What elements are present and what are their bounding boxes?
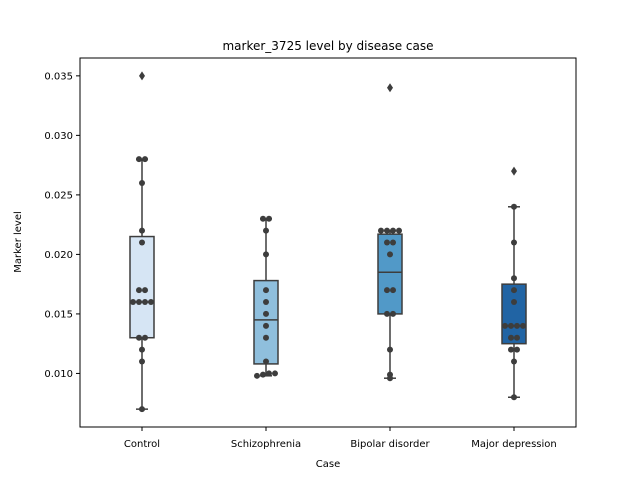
axes: 0.010 0.015 0.020 0.025 0.030 0.035 Control Sch…	[44, 71, 556, 450]
data-point	[511, 299, 517, 306]
outlier-point	[139, 71, 145, 81]
data-point	[136, 334, 142, 341]
data-point	[266, 215, 272, 222]
y-tick-label: 0.015	[44, 309, 73, 320]
data-point	[136, 156, 142, 163]
data-point	[263, 310, 269, 317]
x-axis-title: Case	[316, 459, 340, 470]
data-point	[384, 310, 390, 317]
data-point	[384, 227, 390, 234]
data-point	[139, 179, 145, 186]
data-point	[139, 406, 145, 413]
data-point	[511, 394, 517, 401]
data-point	[272, 370, 278, 377]
data-point	[390, 227, 396, 234]
data-point	[263, 227, 269, 234]
box-group	[253, 215, 279, 379]
data-point	[263, 322, 269, 329]
y-tick-label: 0.010	[44, 369, 73, 380]
data-point	[130, 299, 136, 306]
data-point	[139, 239, 145, 246]
data-point	[142, 156, 148, 163]
y-axis-title: Marker level	[13, 211, 24, 273]
data-point	[139, 227, 145, 234]
data-point	[142, 334, 148, 341]
data-point	[254, 372, 260, 379]
data-point	[263, 287, 269, 294]
data-point	[139, 346, 145, 353]
data-point	[520, 322, 526, 329]
data-point	[260, 215, 266, 222]
y-tick-label: 0.035	[44, 71, 73, 82]
plot-frame	[79, 57, 577, 428]
data-point	[511, 203, 517, 210]
box-group	[377, 83, 403, 382]
data-point	[514, 346, 520, 353]
data-point	[508, 346, 514, 353]
data-point	[514, 322, 520, 329]
y-tick-label: 0.030	[44, 131, 73, 142]
box	[501, 283, 527, 345]
x-tick-label: Major depression	[471, 439, 557, 450]
data-point	[387, 346, 393, 353]
data-point	[136, 287, 142, 294]
data-point	[511, 358, 517, 365]
data-point	[384, 239, 390, 246]
data-point	[396, 227, 402, 234]
x-tick-label: Control	[124, 439, 160, 450]
chart-title: marker_3725 level by disease case	[222, 39, 433, 53]
data-point	[263, 358, 269, 365]
data-point	[142, 299, 148, 306]
data-point	[136, 299, 142, 306]
data-point	[508, 322, 514, 329]
data-point	[263, 251, 269, 258]
data-point	[390, 287, 396, 294]
data-point	[142, 287, 148, 294]
data-point	[511, 287, 517, 294]
data-point	[263, 334, 269, 341]
x-tick-label: Bipolar disorder	[350, 439, 430, 450]
data-point	[502, 322, 508, 329]
data-point	[387, 375, 393, 382]
data-point	[263, 299, 269, 306]
data-point	[511, 239, 517, 246]
data-point	[148, 299, 154, 306]
box	[377, 233, 403, 315]
data-point	[390, 310, 396, 317]
outlier-point	[387, 83, 393, 93]
box-group	[129, 71, 155, 413]
box	[253, 279, 279, 365]
data-point	[260, 371, 266, 378]
y-tick-label: 0.025	[44, 190, 73, 201]
box	[129, 235, 155, 339]
data-point	[511, 275, 517, 282]
data-point	[390, 239, 396, 246]
data-point	[514, 334, 520, 341]
plot-area	[129, 71, 527, 413]
data-point	[378, 227, 384, 234]
outlier-point	[511, 166, 517, 176]
x-tick-label: Schizophrenia	[231, 439, 301, 450]
data-point	[266, 370, 272, 377]
data-point	[139, 358, 145, 365]
data-point	[387, 251, 393, 258]
data-point	[384, 287, 390, 294]
box-group	[501, 166, 527, 401]
y-tick-label: 0.020	[44, 250, 73, 261]
data-point	[508, 334, 514, 341]
